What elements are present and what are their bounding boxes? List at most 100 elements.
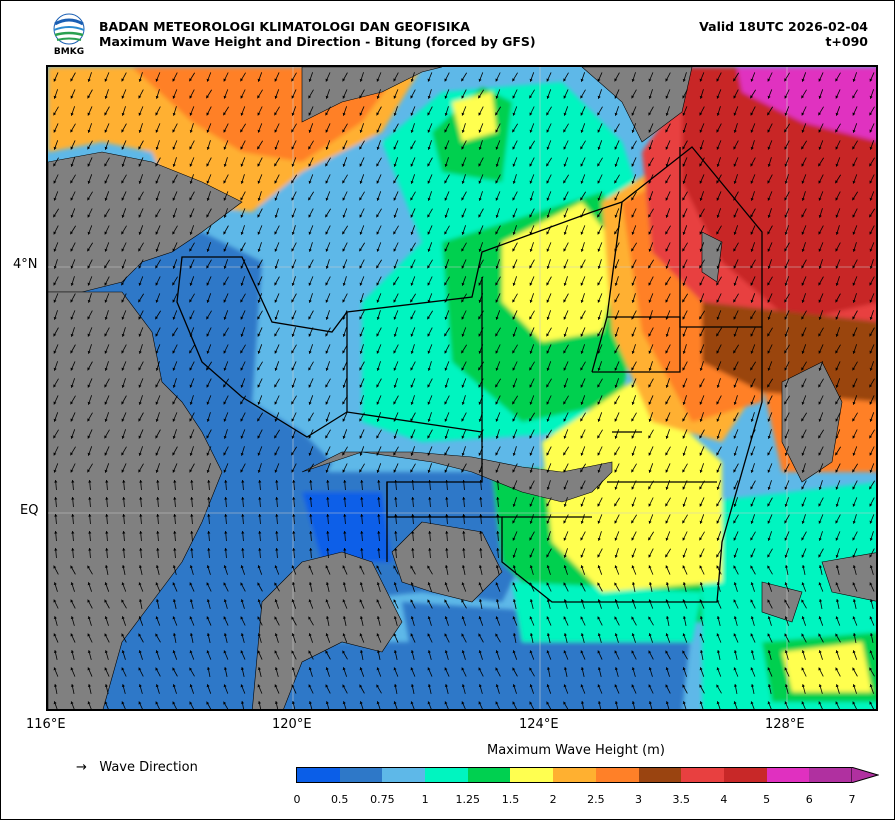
wave-arrow-head <box>53 78 57 82</box>
wave-arrow-head <box>257 265 261 269</box>
wave-arrow-head <box>444 146 448 150</box>
wave-arrow-head <box>172 582 176 586</box>
lon-label-128e: 128°E <box>765 717 805 732</box>
wave-arrow-head <box>360 531 364 534</box>
wave-arrow-head <box>53 599 57 603</box>
wave-arrow-head <box>274 599 278 603</box>
wave-arrow-head <box>818 537 822 541</box>
wave-arrow-head <box>291 582 296 585</box>
wave-arrow-head <box>155 112 159 116</box>
wave-arrow-head <box>122 480 126 483</box>
colorbar-swatch <box>382 768 426 782</box>
wave-arrow-head <box>631 333 635 337</box>
wave-arrow-head <box>189 452 193 456</box>
wave-arrow-head <box>767 650 771 654</box>
wave-arrow-head <box>104 650 108 654</box>
wave-arrow-head <box>512 282 516 286</box>
wave-arrow-head <box>292 548 296 551</box>
wave-arrow-head <box>631 129 635 133</box>
wave-arrow-head <box>172 384 176 388</box>
header-left: BADAN METEOROLOGI KLIMATOLOGI DAN GEOFIS… <box>99 19 536 49</box>
wave-arrow-head <box>342 282 346 286</box>
wave-arrow-head <box>682 452 686 456</box>
wave-arrow-head <box>189 684 193 688</box>
wave-arrow-head <box>274 299 278 303</box>
wave-arrow-head <box>631 582 636 585</box>
wave-arrow-head <box>291 616 295 620</box>
wave-arrow-head <box>852 633 857 636</box>
wave-arrow-head <box>104 616 108 620</box>
wave-arrow-head <box>189 565 193 569</box>
wave-arrow-head <box>529 667 533 671</box>
wave-arrow-head <box>461 667 465 671</box>
wave-arrow-head <box>580 112 584 116</box>
wave-arrow-head <box>53 667 57 671</box>
wave-arrow-head <box>835 565 839 568</box>
wave-arrow-head <box>835 231 839 235</box>
wave-arrow-head <box>240 180 244 184</box>
wave-arrow-head <box>325 367 329 371</box>
wave-arrow-head <box>410 231 414 235</box>
wave-arrow-head <box>512 180 516 184</box>
wave-arrow-head <box>478 78 482 82</box>
wave-arrow-head <box>835 214 839 218</box>
wave-arrow-head <box>495 299 499 303</box>
wave-arrow-head <box>325 418 329 422</box>
wave-arrow-head <box>308 214 312 218</box>
wave-arrow-head <box>104 435 108 439</box>
wave-arrow-head <box>223 316 227 320</box>
wave-arrow-head <box>189 418 193 422</box>
wave-arrow-head <box>410 667 414 671</box>
wave-arrow-head <box>563 163 567 167</box>
wave-arrow-head <box>648 384 652 388</box>
wave-arrow-head <box>648 565 652 569</box>
wave-arrow-head <box>546 599 550 603</box>
wave-arrow-head <box>104 667 108 671</box>
wave-arrow-head <box>444 418 448 422</box>
wave-arrow-head <box>750 667 754 671</box>
wave-arrow-head <box>546 163 550 167</box>
wave-arrow-head <box>852 554 856 558</box>
wave-arrow-head <box>138 180 142 184</box>
wave-arrow-head <box>546 582 550 586</box>
wave-arrow-head <box>138 146 142 150</box>
wave-arrow-head <box>410 78 414 82</box>
wave-arrow-head <box>580 616 584 620</box>
wave-arrow-head <box>240 350 244 354</box>
wave-arrow-head <box>529 469 533 473</box>
wave-arrow-head <box>682 316 686 320</box>
wave-arrow-head <box>716 418 720 422</box>
wave-arrow-head <box>631 367 635 371</box>
wave-arrow-head <box>597 701 602 704</box>
wave-arrow-head <box>155 667 159 671</box>
wave-arrow-head <box>104 350 108 354</box>
colorbar-swatch <box>510 768 554 782</box>
wave-arrow-head <box>155 418 159 422</box>
wave-arrow-head <box>699 469 703 473</box>
wave-arrow-head <box>597 146 601 150</box>
wave-arrow-head <box>53 146 57 150</box>
wave-arrow-head <box>224 514 228 517</box>
wave-arrow-head <box>580 565 584 569</box>
wave-arrow-head <box>223 333 227 337</box>
wave-arrow-head <box>393 214 397 218</box>
wave-arrow-head <box>478 265 482 269</box>
wave-arrow-head <box>138 316 142 320</box>
wave-arrow-head <box>750 78 754 82</box>
wave-arrow-head <box>275 497 279 500</box>
wave-arrow-head <box>733 452 737 456</box>
wave-arrow-head <box>223 418 227 422</box>
wave-arrow-head <box>410 435 414 439</box>
wave-arrow-head <box>546 701 550 705</box>
wave-arrow-head <box>750 95 754 99</box>
wave-arrow-head <box>444 650 448 654</box>
wave-arrow-head <box>852 650 856 654</box>
wave-arrow-head <box>342 435 346 439</box>
wave-arrow-head <box>325 650 329 654</box>
wave-arrow-head <box>376 129 380 133</box>
wave-arrow-head <box>648 299 652 303</box>
wave-arrow-head <box>257 78 261 82</box>
wave-arrow-head <box>733 616 737 620</box>
wave-arrow-head <box>835 316 839 320</box>
wave-arrow-head <box>189 435 193 439</box>
